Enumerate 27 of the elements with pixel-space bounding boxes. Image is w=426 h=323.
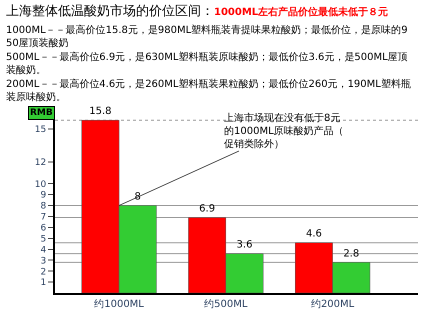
data-label: 4.6 — [306, 228, 322, 240]
y-tick-label: 1 — [40, 278, 46, 288]
y-tick-label: 12 — [34, 158, 46, 168]
text: 500ML－－最高价位6.9元，是630ML塑料瓶装原味酸奶；最低价位3.6元，是500ML屋顶装酸奶。 — [6, 51, 408, 76]
x-tick-label: 约200ML — [310, 298, 355, 310]
data-label: 3.6 — [236, 240, 252, 251]
y-tick-label: 3 — [40, 256, 46, 266]
chart-subtitle: 1000ML左右产品价位最低未低于８元 — [214, 6, 388, 18]
x-tick-label: 约1000ML — [94, 298, 144, 310]
x-tick-label: 约500ML — [204, 298, 248, 310]
y-tick-label: 2 — [40, 267, 46, 278]
data-label: 6.9 — [199, 204, 216, 215]
y-tick-label: 15 — [34, 125, 46, 136]
y-tick-label: 10 — [34, 180, 46, 190]
y-tick-label: 4 — [40, 245, 46, 256]
y-tick-label: 9 — [40, 190, 46, 201]
data-label: 2.8 — [343, 248, 360, 260]
y-tick-label: 8 — [40, 202, 46, 212]
text: 200ML－－最高价位4.6元，是260ML塑料瓶装果粒酸奶；最低价位260元，190ML塑料瓶装原味酸奶。 — [6, 78, 411, 103]
chart-title: 上海整体低温酸奶市场的价位区间： — [6, 4, 214, 19]
y-tick-label: 7 — [40, 212, 46, 223]
annotation: 上海市场现在没有低于8元的1000ML原味酸奶产品（促销类除外） — [224, 112, 344, 150]
text: 1000ML－－最高价位15.8元，是980ML塑料瓶装青提味果粒酸奶；最低价位，是原味的950屋顶装酸奶 — [6, 24, 408, 49]
y-tick-label: 5 — [40, 234, 46, 244]
data-label: 15.8 — [89, 106, 112, 118]
y-tick-label: 6 — [40, 224, 46, 234]
y-axis-title: RMB — [30, 108, 53, 118]
